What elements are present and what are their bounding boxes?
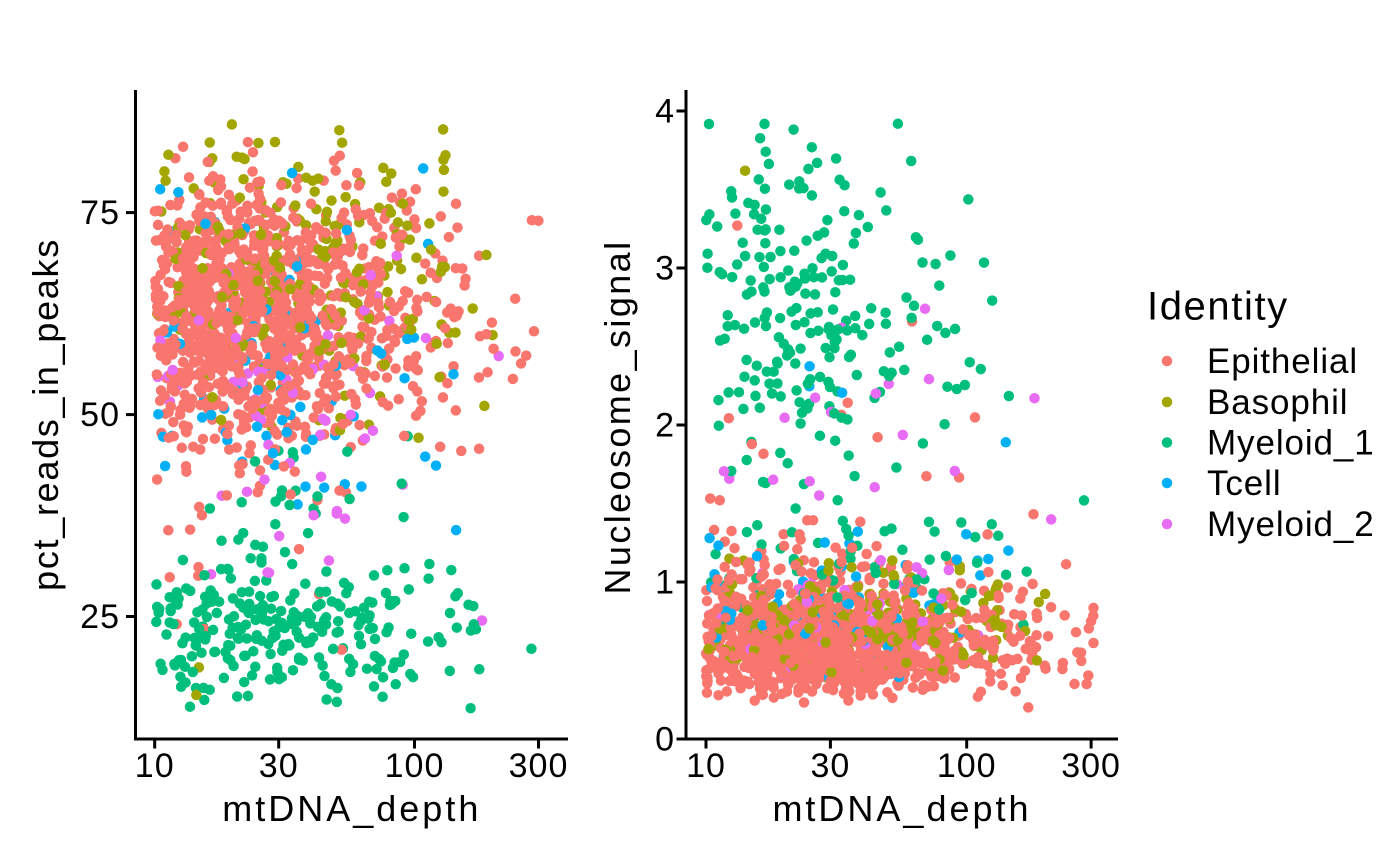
svg-text:100: 100 [937, 747, 997, 785]
svg-text:10: 10 [135, 747, 175, 785]
svg-text:Myeloid_2: Myeloid_2 [1207, 505, 1375, 544]
svg-text:Basophil: Basophil [1207, 383, 1348, 422]
svg-text:50: 50 [80, 396, 120, 434]
svg-text:Epithelial: Epithelial [1207, 342, 1358, 381]
svg-text:Myeloid_1: Myeloid_1 [1207, 424, 1375, 463]
svg-text:300: 300 [1061, 747, 1121, 785]
svg-text:75: 75 [80, 194, 120, 232]
svg-text:0: 0 [655, 721, 674, 759]
svg-text:Identity: Identity [1147, 285, 1289, 329]
svg-text:pct_reads_in_peaks: pct_reads_in_peaks [25, 238, 66, 591]
svg-text:100: 100 [385, 747, 445, 785]
svg-text:300: 300 [509, 747, 569, 785]
svg-text:3: 3 [655, 250, 674, 288]
svg-text:Tcell: Tcell [1207, 464, 1282, 503]
svg-text:mtDNA_depth: mtDNA_depth [222, 788, 481, 829]
svg-text:25: 25 [80, 598, 120, 636]
svg-text:4: 4 [655, 93, 674, 131]
svg-text:30: 30 [810, 747, 850, 785]
svg-text:30: 30 [259, 747, 299, 785]
svg-text:2: 2 [655, 407, 674, 445]
svg-text:Nucleosome_signal: Nucleosome_signal [597, 240, 638, 595]
svg-text:10: 10 [686, 747, 726, 785]
svg-text:mtDNA_depth: mtDNA_depth [772, 788, 1031, 829]
svg-text:1: 1 [655, 564, 674, 602]
